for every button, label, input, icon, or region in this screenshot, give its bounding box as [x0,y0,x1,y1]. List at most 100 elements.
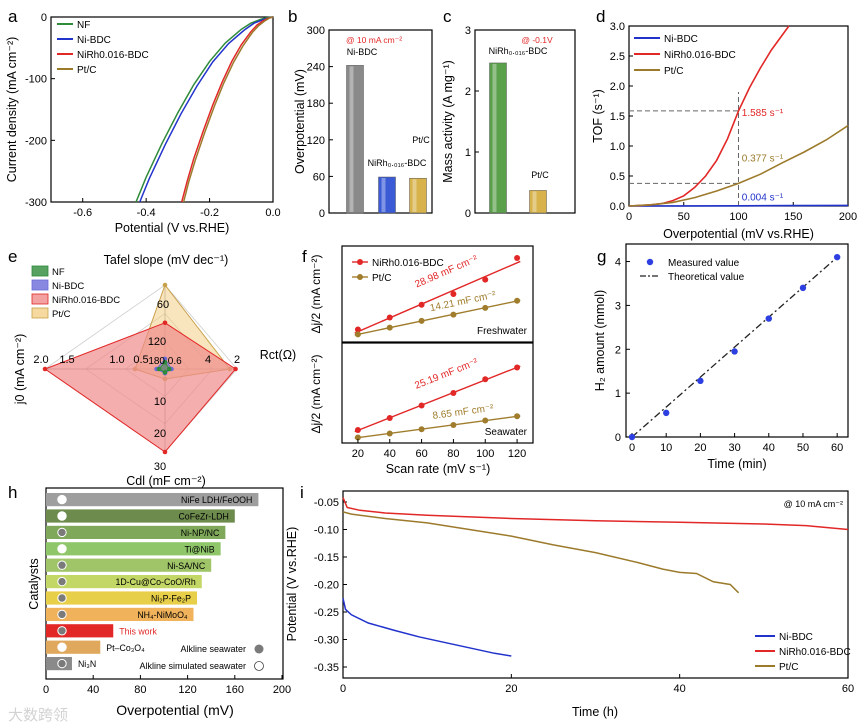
panel-label: d [596,7,605,26]
y-tick-label: 0 [319,208,325,220]
bar-category-label: CoFeZr-LDH [178,512,228,522]
bar-marker [57,560,67,570]
y-tick-label: 2 [465,86,471,98]
legend-entry: NiRh0.016-BDC [779,647,851,658]
axis-title: j0 (mA cm⁻²) [13,334,27,405]
bar-category-label: Ti@NiB [185,544,215,554]
legend-marker [254,644,264,654]
panel-label: b [288,7,297,26]
x-tick-label: 30 [728,442,740,454]
legend-entry: Ni-BDC [52,281,84,292]
bar [46,542,221,556]
y-tick-label: 180 [307,98,325,110]
legend-entry: Ni-BDC [664,34,698,45]
data-point [418,426,425,433]
y-tick-label: 1.0 [610,141,625,153]
bar [346,65,364,214]
measured-point [731,348,738,355]
bar-highlight [532,191,537,212]
data-point [354,326,361,333]
x-tick-label: -0.6 [73,207,92,219]
x-axis-label: Time (min) [707,457,766,471]
x-tick-label: -0.4 [137,207,156,219]
radar-tick-label: 1.5 [59,354,74,366]
y-tick-label: -200 [25,135,47,147]
bar-category-label: Pt/C [531,170,549,180]
bar-marker [57,576,67,587]
bar-category-label: This work [119,626,157,636]
radar-point [233,366,238,372]
bar-category-label: NiRh₀.₀₁₆-BDC [368,158,427,168]
subplot-title: Freshwater [477,326,528,337]
radar-point [42,366,48,372]
fit-line [354,260,521,334]
legend-entry: Pt/C [372,273,391,284]
radar-tick-label: 4 [205,354,211,366]
radar-tick-label: 120 [148,336,166,348]
watermark: 大数跨领 [8,707,68,724]
y-tick-label: 0 [41,12,47,24]
y-axis-label: Δj/2 (mA cm⁻²) [309,254,323,333]
radar-tick-label: 30 [154,461,166,473]
x-tick-label: 100 [729,211,747,223]
x-tick-label: 20 [694,442,706,454]
bar [46,575,202,589]
panel-f-axes [341,245,534,343]
data-point [482,376,489,383]
radar-tick-label: 20 [154,428,166,440]
bar-marker [57,593,67,603]
radar-tick-label: 1.0 [109,354,124,366]
panel-f-axes [341,342,534,444]
measured-point [833,253,841,261]
slope-label: 14.21 mF cm⁻² [429,290,497,315]
legend-swatch [31,279,49,291]
y-tick-label: -0.10 [314,525,339,537]
y-tick-label: -0.35 [314,662,339,674]
x-axis-label: Time (h) [572,705,618,719]
y-tick-label: 240 [307,62,325,74]
radar-tick-label: 10 [154,396,166,408]
y-tick-label: 3 [465,25,471,37]
radar-point [162,359,168,365]
data-point [386,430,393,437]
bar [46,525,226,539]
radar-tick-label: 2.0 [33,354,48,366]
y-axis-label: TOF (s⁻¹) [591,89,605,143]
series-line [182,16,274,203]
y-tick-label: 60 [313,171,325,183]
x-axis-label: Overpotential (mV) [116,702,233,718]
x-tick-label: 200 [273,684,291,696]
fit-line [354,299,521,336]
axis-title: Tafel slope (mV dec⁻¹) [104,253,229,267]
bar [489,62,507,214]
theoretical-line [631,256,838,438]
series-line [342,511,740,594]
x-tick-label: 120 [178,684,196,696]
panel-a-axes [50,16,274,203]
annotation: @ 10 mA cm⁻² [784,499,843,509]
bar [46,640,101,654]
bar [378,176,396,214]
bar [46,509,235,523]
legend-entry: Measured value [668,258,740,269]
legend-entry: Pt/C [664,66,683,77]
bar-category-label: Ni-NP/NC [181,528,220,538]
fit-line [354,365,521,433]
data-point [418,301,425,308]
bar-category-label: Ni₂P-Fe₂P [151,594,191,604]
legend-entry: NiRh0.016-BDC [77,50,149,61]
measured-point [662,409,670,417]
legend-entry: NiRh0.016-BDC [52,295,120,306]
bar-marker [57,511,67,521]
y-tick-label: 3.0 [610,21,625,33]
data-point [386,324,393,331]
measured-point [697,377,704,385]
x-tick-label: 40 [384,448,396,460]
bar [46,624,114,638]
data-point [354,331,361,338]
data-point [386,314,393,321]
bar-highlight [412,179,417,212]
legend-marker [357,259,363,265]
panel-label: a [8,7,18,26]
legend-entry: Pt/C [52,309,71,320]
